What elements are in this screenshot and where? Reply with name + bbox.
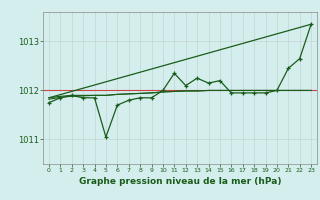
X-axis label: Graphe pression niveau de la mer (hPa): Graphe pression niveau de la mer (hPa) bbox=[79, 177, 281, 186]
